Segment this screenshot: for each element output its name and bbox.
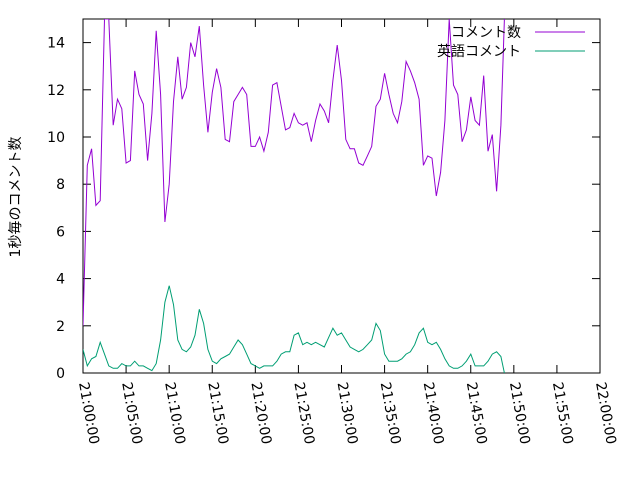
y-tick-label: 10 [47, 130, 65, 146]
y-axis-label: 1秒毎のコメント数 [8, 137, 24, 258]
y-tick-label: 12 [47, 83, 65, 99]
y-tick-label: 8 [56, 177, 65, 193]
y-tick-label: 0 [56, 366, 65, 382]
series-line-0 [83, 19, 505, 326]
x-tick-label: 21:05:00 [118, 381, 145, 446]
x-tick-label: 21:40:00 [420, 381, 447, 446]
x-axis-ticks: 21:00:00 21:05:00 21:10:00 21:15:00 21:20:00… [75, 19, 619, 446]
x-tick-label: 21:00:00 [75, 381, 102, 446]
series-line-1 [83, 285, 505, 373]
x-tick-label: 21:25:00 [290, 381, 317, 446]
series-lines [83, 19, 505, 373]
x-tick-label: 21:55:00 [549, 381, 576, 446]
y-tick-label: 6 [56, 224, 65, 240]
x-tick-label: 21:45:00 [463, 381, 490, 446]
legend-label-1: 英語コメント [437, 43, 521, 60]
x-tick-label: 21:50:00 [506, 381, 533, 446]
x-tick-label: 21:15:00 [204, 381, 231, 446]
x-tick-label: 21:35:00 [377, 381, 404, 446]
plot-border [82, 18, 601, 374]
x-tick-label: 22:00:00 [592, 381, 619, 446]
plot-frame [82, 18, 601, 374]
x-tick-label: 21:10:00 [161, 381, 188, 446]
y-tick-label: 4 [56, 272, 65, 288]
x-tick-label: 21:30:00 [334, 381, 361, 446]
y-tick-label: 2 [56, 319, 65, 335]
legend-label-0: コメント数 [451, 25, 521, 41]
y-axis-ticks: 0 2 4 6 8 10 12 14 [47, 36, 600, 382]
x-tick-label: 21:20:00 [247, 381, 274, 446]
y-tick-label: 14 [47, 36, 65, 52]
